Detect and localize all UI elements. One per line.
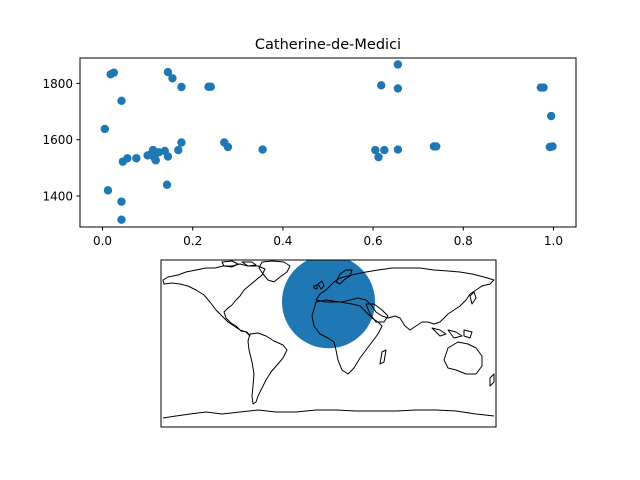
coastlines [162, 260, 495, 419]
plot-area-frame [79, 57, 577, 228]
x-tick-label: 0.4 [273, 234, 292, 248]
coast-madagascar [379, 349, 387, 365]
scatter-point [109, 68, 119, 77]
scatter-point [151, 156, 160, 165]
scatter-point [162, 180, 172, 189]
world-map [160, 259, 497, 428]
scatter-point [117, 96, 126, 106]
scatter-point [547, 111, 556, 121]
x-axis: 0.0 0.2 0.4 0.6 0.8 1.0 [93, 227, 563, 248]
x-tick-label: 1.0 [544, 234, 563, 248]
scatter-point [393, 84, 403, 93]
y-axis: 1400 1600 1800 [42, 77, 80, 204]
scatter-point [377, 81, 386, 90]
scatter-point [177, 138, 186, 147]
coast-japan [469, 291, 477, 305]
x-tick-label: 0.2 [183, 234, 202, 248]
location-marker [281, 260, 376, 349]
y-tick-label: 1600 [42, 133, 73, 147]
scatter-point [168, 74, 177, 83]
scatter-point [432, 142, 441, 151]
scatter-point [177, 82, 186, 92]
scatter-point [371, 145, 380, 155]
scatter-point [393, 60, 403, 69]
coast-new-zealand [489, 373, 495, 387]
scatter-point [380, 145, 389, 155]
coast-british-isles [313, 280, 325, 290]
scatter-point [393, 145, 403, 154]
scatter-point [206, 82, 215, 91]
scatter-point [374, 152, 383, 162]
scatter-point [117, 215, 126, 224]
y-tick-label: 1400 [42, 190, 73, 204]
coast-arabia [365, 303, 389, 323]
coast-greenland [258, 260, 291, 283]
scatter-chart: Catherine-de-Medici 0.0 0.2 0.4 0.6 0.8 1.0 1… [42, 37, 577, 248]
coast-arctic-islands [221, 260, 257, 268]
map-frame [160, 259, 497, 428]
scatter-point [548, 142, 557, 151]
scatter-point [163, 67, 173, 77]
coast-north-america [162, 263, 266, 337]
y-tick-label: 1800 [42, 77, 73, 91]
coast-africa [311, 299, 383, 375]
coast-antarctica [162, 409, 495, 419]
scatter-points [100, 60, 557, 224]
chart-title: Catherine-de-Medici [255, 37, 401, 53]
scatter-point [117, 197, 126, 206]
scatter-point [258, 145, 267, 154]
scatter-point [123, 154, 132, 163]
scatter-point [103, 186, 113, 195]
scatter-point [174, 145, 183, 155]
scatter-point [539, 83, 548, 92]
coast-australia [443, 341, 483, 375]
x-tick-label: 0.6 [364, 234, 383, 248]
x-tick-label: 0.0 [93, 234, 112, 248]
scatter-point [132, 154, 141, 163]
coast-scandinavia [335, 269, 353, 285]
scatter-point [100, 124, 110, 134]
coast-se-asia [431, 327, 473, 339]
scatter-point [223, 142, 233, 152]
coast-eurasia [315, 267, 495, 331]
x-tick-label: 0.8 [454, 234, 473, 248]
scatter-point [163, 152, 173, 161]
coast-south-america [247, 332, 288, 405]
